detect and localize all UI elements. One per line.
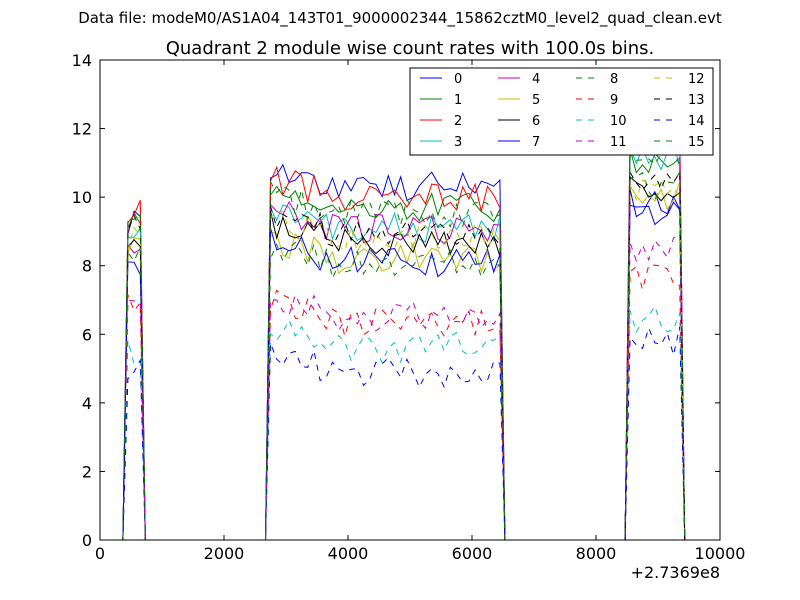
y-tick-label: 4 [82,394,92,413]
series-line-0 [100,163,720,541]
legend-label: 0 [454,72,462,87]
legend-label: 13 [688,93,705,108]
legend-label: 9 [610,93,618,108]
legend-label: 2 [454,114,462,129]
y-tick-label: 8 [82,257,92,276]
y-tick-label: 6 [82,325,92,344]
x-tick-label: 6000 [452,544,493,563]
legend-label: 1 [454,93,462,108]
legend-label: 5 [532,93,540,108]
figure-suptitle: Data file: modeM0/AS1A04_143T01_90000023… [78,9,722,28]
legend-label: 4 [532,72,540,87]
series-line-6 [100,175,720,541]
x-tick-label: 4000 [328,544,369,563]
x-tick-label: 8000 [576,544,617,563]
series-line-13 [100,170,720,541]
y-tick-label: 2 [82,462,92,481]
legend-label: 11 [610,135,627,150]
x-tick-label: 2000 [204,544,245,563]
plot-lines [100,122,720,541]
legend-label: 3 [454,135,462,150]
legend-label: 7 [532,135,540,150]
y-tick-label: 0 [82,531,92,550]
x-tick-label: 0 [95,544,105,563]
x-offset-label: +2.7369e8 [631,563,720,582]
y-tick-label: 12 [72,120,92,139]
y-tick-label: 14 [72,51,92,70]
chart-title: Quadrant 2 module wise count rates with … [166,38,655,59]
legend-label: 6 [532,114,540,129]
legend-label: 8 [610,72,618,87]
y-tick-label: 10 [72,188,92,207]
series-line-5 [100,182,720,541]
legend-label: 12 [688,72,705,87]
series-line-12 [100,179,720,541]
series-line-10 [100,304,720,541]
legend-label: 15 [688,135,705,150]
x-tick-label: 10000 [695,544,746,563]
series-line-9 [100,264,720,541]
axes-frame [99,59,721,541]
series-line-7 [100,201,720,541]
series-line-15 [100,144,720,541]
legend-label: 14 [688,114,705,129]
series-line-14 [100,326,720,541]
legend-frame [409,67,714,156]
legend-label: 10 [610,114,627,129]
